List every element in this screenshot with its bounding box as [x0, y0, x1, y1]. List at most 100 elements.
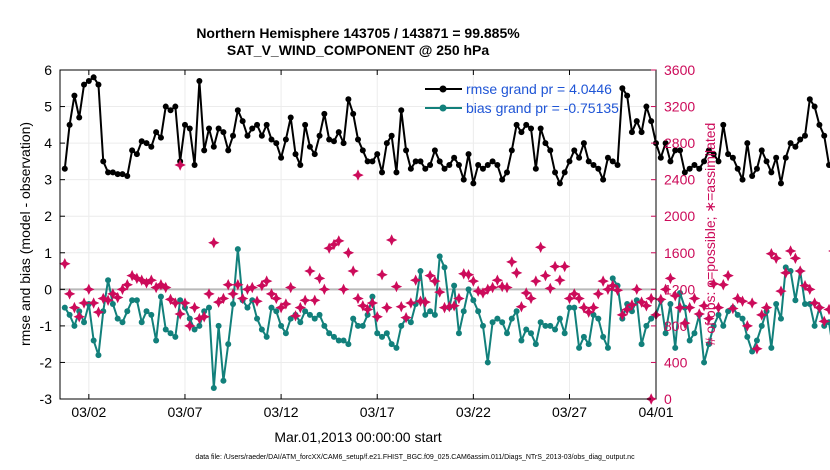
rmse-point: [686, 165, 693, 172]
obs-count-marker: [477, 287, 489, 299]
bias-point: [508, 315, 515, 322]
bias-point: [133, 297, 140, 304]
obs-count-marker: [664, 272, 677, 285]
x-tick-label: 03/17: [360, 404, 395, 420]
obs-count-marker: [674, 301, 686, 314]
bias-point: [66, 311, 73, 318]
obs-count-marker: [429, 275, 441, 287]
series-rmse: [61, 74, 830, 187]
obs-count-marker: [131, 272, 143, 285]
rmse-point: [153, 129, 160, 136]
rmse-point: [821, 132, 828, 139]
bias-point: [129, 297, 136, 304]
y-right-tick-label: 1200: [664, 281, 695, 297]
obs-count-marker: [366, 297, 379, 309]
rmse-point: [383, 140, 390, 147]
rmse-point: [499, 176, 506, 183]
bias-point: [109, 300, 116, 307]
bias-point: [114, 315, 121, 322]
obs-count-marker: [414, 295, 427, 307]
obs-count-marker: [333, 235, 345, 247]
bias-point: [124, 308, 131, 315]
bias-point: [196, 322, 203, 329]
rmse-point: [547, 147, 554, 154]
obs-count-marker: [256, 279, 268, 292]
bias-point: [749, 348, 756, 355]
bias-point: [330, 333, 337, 340]
obs-count-marker: [318, 283, 331, 296]
obs-count-marker: [794, 265, 806, 277]
rmse-point: [355, 136, 361, 143]
rmse-point: [138, 138, 145, 145]
rmse-point: [119, 171, 126, 178]
rmse-point: [61, 165, 68, 172]
obs-count-marker: [799, 279, 811, 292]
obs-count-marker: [87, 297, 100, 309]
obs-count-marker: [227, 288, 239, 300]
rmse-point: [234, 107, 241, 114]
bias-point: [282, 330, 289, 337]
rmse-point: [725, 151, 732, 158]
obs-count-marker: [741, 320, 754, 332]
grid-layer: [60, 69, 657, 400]
rmse-point: [446, 162, 453, 169]
rmse-point: [571, 147, 578, 154]
bias-point: [177, 297, 184, 304]
rmse-point: [114, 171, 121, 178]
bias-point: [206, 304, 212, 311]
data-file-footer: data file: /Users/raeder/DAI/ATM_forcXX/…: [195, 454, 635, 461]
rmse-point: [330, 138, 337, 145]
obs-count-marker: [703, 312, 715, 325]
bias-point: [532, 341, 539, 348]
obs-count-marker: [107, 288, 119, 300]
rmse-point: [792, 143, 799, 150]
bias-point: [734, 311, 741, 318]
obs-count-marker: [558, 260, 571, 273]
rmse-point: [542, 140, 549, 147]
rmse-point: [758, 147, 765, 154]
bias-point: [427, 308, 434, 315]
bias-point: [225, 341, 232, 348]
bias-point: [725, 308, 732, 315]
bias-point: [355, 322, 361, 329]
rmse-point: [417, 158, 424, 165]
rmse-point: [609, 158, 616, 165]
obs-count-marker: [203, 288, 215, 300]
rmse-point: [489, 158, 496, 165]
bias-point: [576, 344, 583, 351]
rmse-point: [407, 165, 414, 172]
rmse-point: [268, 136, 275, 143]
obs-count-marker: [136, 274, 148, 286]
obs-count-marker: [578, 301, 590, 314]
obs-count-marker: [458, 268, 470, 280]
bias-point: [484, 359, 491, 366]
rmse-point: [816, 121, 823, 128]
rmse-point: [624, 92, 631, 99]
obs-count-marker: [352, 169, 364, 181]
rmse-point: [278, 154, 285, 161]
bias-point: [297, 319, 304, 326]
rmse-point: [677, 147, 684, 154]
rmse-point: [287, 114, 294, 121]
rmse-point: [638, 129, 645, 136]
rmse-point: [451, 154, 458, 161]
bias-point: [81, 319, 88, 326]
obs-count-marker: [174, 308, 186, 320]
rmse-point: [350, 110, 357, 117]
obs-count-marker: [679, 317, 691, 329]
obs-count-marker: [246, 281, 258, 294]
rmse-point: [258, 132, 265, 139]
obs-count-marker: [813, 301, 826, 314]
rmse-point: [129, 147, 136, 154]
bias-point: [571, 304, 578, 311]
rmse-point: [316, 132, 323, 139]
obs-count-marker: [323, 242, 335, 254]
obs-count-marker: [525, 292, 537, 305]
obs-count-marker: [111, 291, 124, 304]
bias-point: [460, 308, 467, 315]
bias-point: [407, 319, 414, 326]
rmse-point: [768, 169, 775, 176]
x-axis-label: Mar.01,2013 00:00:00 start: [274, 429, 441, 445]
rmse-point: [388, 132, 395, 139]
bias-point: [504, 330, 510, 337]
